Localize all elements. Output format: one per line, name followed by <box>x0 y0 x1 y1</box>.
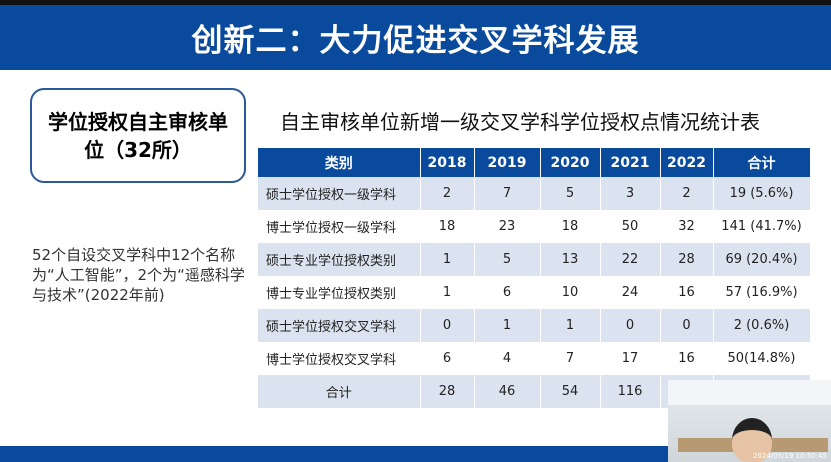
table-cell: 141 (41.7%) <box>713 210 811 243</box>
table-cell: 2 <box>420 177 475 210</box>
table-row: 博士学位授权一级学科 18 23 18 50 32 141 (41.7%) <box>258 210 811 243</box>
table-row: 博士专业学位授权类别 1 6 10 24 16 57 (16.9%) <box>258 276 811 309</box>
table-cell: 13 <box>540 243 601 276</box>
header-2021: 2021 <box>600 148 661 177</box>
table-cell: 1 <box>420 276 475 309</box>
header-2022: 2022 <box>660 148 714 177</box>
table-cell: 18 <box>540 210 601 243</box>
table-cell: 50 <box>600 210 661 243</box>
table-title: 自主审核单位新增一级交叉学科学位授权点情况统计表 <box>280 110 760 134</box>
table-cell: 3 <box>600 177 661 210</box>
top-bar <box>0 0 831 5</box>
row-category: 硕士学位授权一级学科 <box>258 177 421 210</box>
table-cell: 0 <box>420 309 475 342</box>
slide-title: 创新二：大力促进交叉学科发展 <box>191 23 640 59</box>
table-cell: 10 <box>540 276 601 309</box>
bottom-bar <box>0 446 668 462</box>
table-cell: 69 (20.4%) <box>713 243 811 276</box>
table-cell: 17 <box>600 342 661 375</box>
presenter <box>732 418 772 462</box>
table-cell: 7 <box>540 342 601 375</box>
header-category: 类别 <box>258 148 421 177</box>
header-2019: 2019 <box>474 148 541 177</box>
table-cell: 5 <box>540 177 601 210</box>
table-cell: 57 (16.9%) <box>713 276 811 309</box>
table-cell: 50(14.8%) <box>713 342 811 375</box>
table-cell: 46 <box>474 375 541 408</box>
table-header-row: 类别 2018 2019 2020 2021 2022 合计 <box>258 148 811 177</box>
row-category: 硕士学位授权交叉学科 <box>258 309 421 342</box>
header-2020: 2020 <box>540 148 601 177</box>
table-cell: 6 <box>420 342 475 375</box>
table-cell: 19 (5.6%) <box>713 177 811 210</box>
table-row: 硕士学位授权交叉学科 0 1 1 0 0 2 (0.6%) <box>258 309 811 342</box>
table-cell: 54 <box>540 375 601 408</box>
table-cell: 0 <box>660 309 714 342</box>
table-cell: 18 <box>420 210 475 243</box>
table-row: 博士学位授权交叉学科 6 4 7 17 16 50(14.8%) <box>258 342 811 375</box>
table-cell: 16 <box>660 342 714 375</box>
table-cell: 0 <box>600 309 661 342</box>
note-text: 52个自设交叉学科中12个名称为“人工智能”，2个为“遥感科学与技术”(2022… <box>32 246 245 304</box>
table-cell: 16 <box>660 276 714 309</box>
table-cell: 22 <box>600 243 661 276</box>
slide-header: 创新二：大力促进交叉学科发展 <box>0 5 831 70</box>
table-row: 硕士学位授权一级学科 2 7 5 3 2 19 (5.6%) <box>258 177 811 210</box>
header-2018: 2018 <box>420 148 475 177</box>
table-cell: 28 <box>660 243 714 276</box>
highlight-box: 学位授权自主审核单位（32所） <box>30 88 246 183</box>
table-cell: 6 <box>474 276 541 309</box>
table-cell: 4 <box>474 342 541 375</box>
row-category: 博士学位授权交叉学科 <box>258 342 421 375</box>
row-category: 博士学位授权一级学科 <box>258 210 421 243</box>
table-cell: 23 <box>474 210 541 243</box>
table-cell: 5 <box>474 243 541 276</box>
table-cell: 32 <box>660 210 714 243</box>
webcam-overlay: 2024/05/19 10:50:45 <box>668 380 831 462</box>
table-cell: 7 <box>474 177 541 210</box>
table-cell: 28 <box>420 375 475 408</box>
table-cell: 1 <box>540 309 601 342</box>
table-cell: 24 <box>600 276 661 309</box>
table-cell: 1 <box>420 243 475 276</box>
table-cell: 116 <box>600 375 661 408</box>
table-cell: 2 <box>660 177 714 210</box>
table-cell: 2 (0.6%) <box>713 309 811 342</box>
webcam-timestamp: 2024/05/19 10:50:45 <box>752 452 827 460</box>
row-category: 硕士专业学位授权类别 <box>258 243 421 276</box>
row-category: 合计 <box>258 375 421 408</box>
table-row: 硕士专业学位授权类别 1 5 13 22 28 69 (20.4%) <box>258 243 811 276</box>
table-cell: 1 <box>474 309 541 342</box>
header-total: 合计 <box>713 148 811 177</box>
stats-table: 类别 2018 2019 2020 2021 2022 合计 硕士学位授权一级学… <box>258 148 811 408</box>
row-category: 博士专业学位授权类别 <box>258 276 421 309</box>
